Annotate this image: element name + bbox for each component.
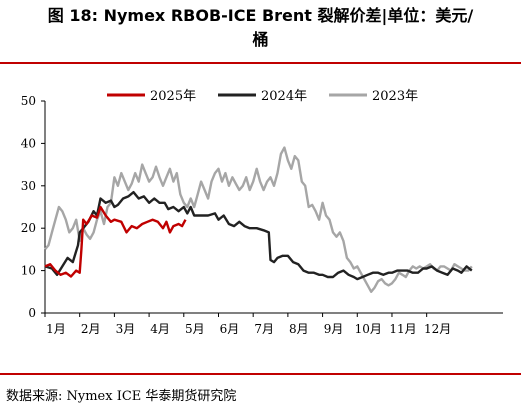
x-tick-label: 9月 (324, 322, 344, 336)
series-line-2025年 (44, 205, 187, 278)
y-tick-label: 30 (21, 179, 36, 193)
series-line-2024年 (44, 191, 473, 281)
chart-axes: 0 10 20 30 40 50 1月 2月 3月 4月 5月 6月 7月 8月 9月 10月 11月 12月 (21, 94, 503, 336)
legend-label: 2025年 (150, 89, 196, 104)
x-tick-label: 4月 (150, 322, 170, 336)
y-tick-label: 40 (21, 136, 36, 150)
chart-series (44, 146, 473, 293)
legend-label: 2023年 (372, 89, 418, 104)
y-tick-label: 0 (28, 306, 36, 320)
x-tick-label: 7月 (254, 322, 274, 336)
x-tick-label: 6月 (220, 322, 240, 336)
data-source: 数据来源: Nymex ICE 华泰期货研究院 (6, 389, 237, 404)
chart-title-line1: 图 18: Nymex RBOB-ICE Brent 裂解价差|单位：美元/ (47, 6, 474, 25)
top-divider (0, 62, 521, 64)
chart-title-line2: 桶 (252, 30, 269, 49)
bottom-divider (0, 373, 521, 375)
chart-title: 图 18: Nymex RBOB-ICE Brent 裂解价差|单位：美元/ 桶 (0, 4, 521, 52)
y-tick-label: 50 (21, 94, 36, 108)
x-tick-label: 2月 (81, 322, 101, 336)
x-tick-label: 3月 (116, 322, 136, 336)
x-tick-label: 5月 (185, 322, 205, 336)
y-tick-label: 20 (21, 221, 36, 235)
legend-label: 2024年 (261, 89, 307, 104)
x-tick-label: 1月 (46, 322, 66, 336)
y-tick-label: 10 (21, 264, 36, 278)
x-tick-label: 12月 (424, 322, 451, 336)
x-tick-label: 11月 (389, 322, 416, 336)
chart-legend: 2025年 2024年 2023年 (107, 89, 418, 104)
series-line-2023年 (44, 146, 473, 293)
x-tick-label: 8月 (289, 322, 309, 336)
x-tick-label: 10月 (355, 322, 382, 336)
